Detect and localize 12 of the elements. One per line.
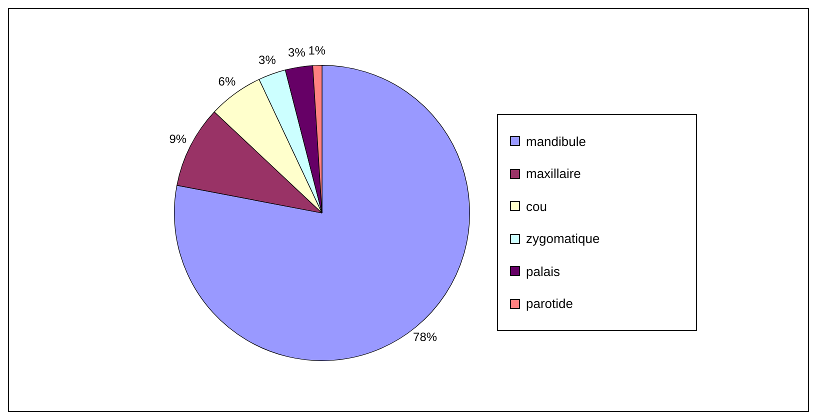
legend-label: palais <box>526 264 560 279</box>
data-label: 3% <box>258 53 276 68</box>
data-label: 1% <box>308 44 326 58</box>
legend-label: cou <box>526 198 547 214</box>
legend-label: maxillaire <box>526 166 581 182</box>
data-label: 3% <box>288 46 306 60</box>
data-label: 6% <box>218 74 236 88</box>
legend-label: zygomatique <box>526 231 600 246</box>
data-label: 78% <box>413 330 438 344</box>
data-label: 9% <box>169 132 187 146</box>
legend-label: parotide <box>526 296 573 312</box>
legend-label: mandibule <box>526 134 586 149</box>
